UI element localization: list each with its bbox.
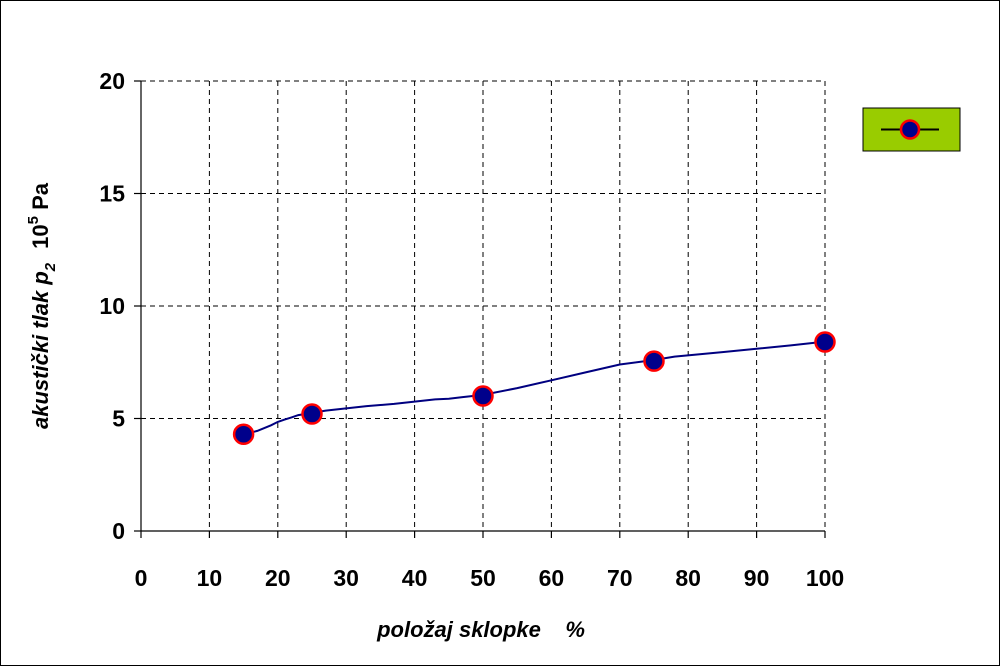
y-tick-label: 20 bbox=[99, 68, 125, 94]
y-axis-title-symbol: p bbox=[28, 271, 53, 285]
data-point bbox=[232, 423, 255, 445]
y-tick-label: 10 bbox=[99, 293, 125, 319]
x-tick-label: 80 bbox=[675, 565, 701, 591]
legend-marker-sample bbox=[899, 119, 921, 140]
x-tick-label: 30 bbox=[333, 565, 359, 591]
data-point bbox=[301, 403, 323, 425]
data-point bbox=[814, 331, 836, 353]
data-point bbox=[643, 350, 665, 372]
x-tick-label: 50 bbox=[470, 565, 496, 591]
x-tick-label: 10 bbox=[197, 565, 223, 591]
x-tick-label: 40 bbox=[402, 565, 428, 591]
x-tick-label: 90 bbox=[744, 565, 770, 591]
x-tick-label: 20 bbox=[265, 565, 291, 591]
y-tick-label: 0 bbox=[112, 518, 125, 544]
x-tick-label: 0 bbox=[135, 565, 148, 591]
y-axis-title-unit: Pa bbox=[28, 182, 53, 216]
grid-lines bbox=[141, 80, 826, 531]
y-tick-label: 5 bbox=[112, 406, 125, 432]
legend bbox=[862, 107, 961, 152]
x-tick-label: 70 bbox=[607, 565, 633, 591]
y-axis-title-subscript: 2 bbox=[42, 262, 59, 272]
y-axis-title-unit-exp: 5 bbox=[25, 216, 42, 224]
y-axis-title-main: akustički tlak bbox=[28, 285, 53, 429]
x-axis-title: položaj sklopke % bbox=[376, 617, 585, 642]
y-tick-label: 15 bbox=[99, 181, 125, 207]
x-tick-label: 60 bbox=[539, 565, 565, 591]
data-markers bbox=[232, 331, 836, 445]
y-axis-title: akustički tlak p2 105 Pa bbox=[25, 182, 59, 429]
x-tick-labels: 0 10 20 30 40 50 60 70 80 90 100 bbox=[135, 531, 844, 591]
x-tick-label: 100 bbox=[806, 565, 844, 591]
y-tick-labels: 0 5 10 15 20 bbox=[99, 68, 141, 544]
y-axis-title-unit-base: 10 bbox=[28, 224, 53, 248]
data-point bbox=[472, 385, 494, 407]
